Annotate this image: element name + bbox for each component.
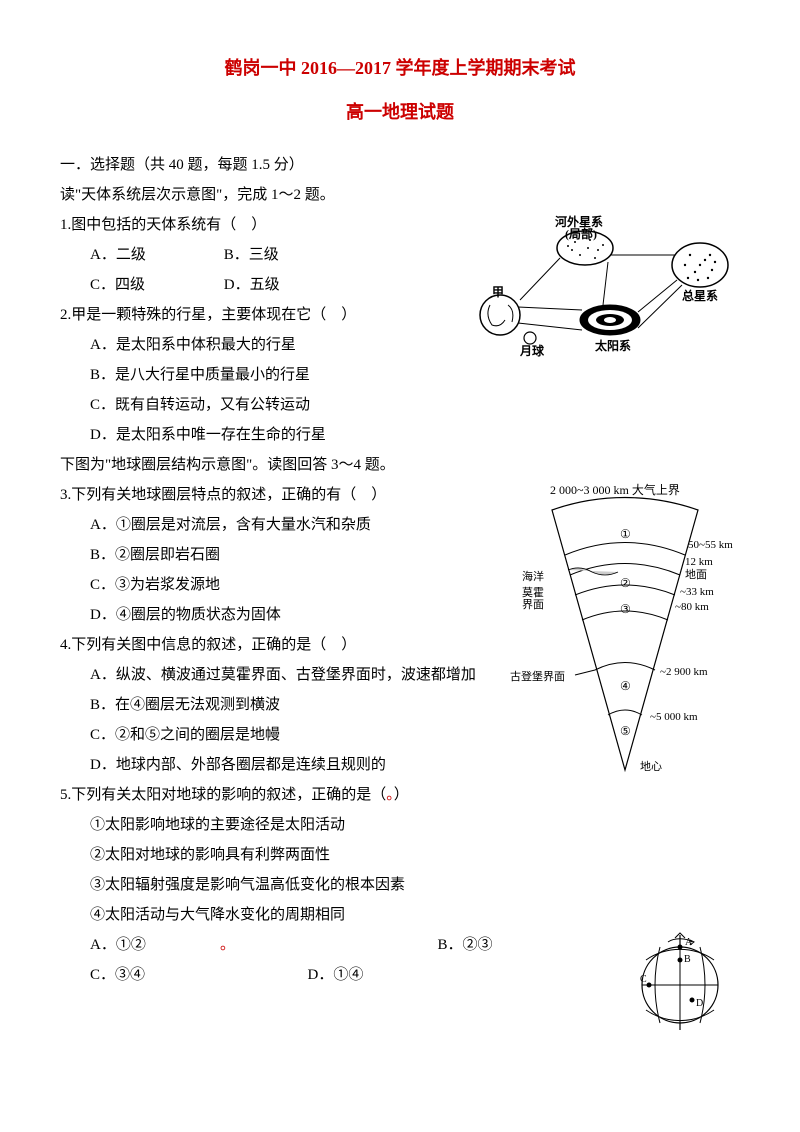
fig2-l5: ⑤ (620, 724, 631, 738)
fig2-core: 地心 (640, 760, 662, 773)
q1-options-2: C．四级 D．五级 (60, 270, 460, 300)
fig2-d12: 12 km (685, 556, 713, 568)
q4-opt-c: C．②和⑤之间的圈层是地幔 (60, 720, 510, 750)
q4-stem: 4.下列有关图中信息的叙述，正确的是（ ） (60, 630, 510, 660)
q5-opt-d: D．①④ (308, 960, 438, 990)
fig2-dmian: 地面 (685, 568, 707, 581)
block-q3-q4: 3.下列有关地球圈层特点的叙述，正确的有（ ） A．①圈层是对流层，含有大量水汽… (60, 480, 740, 780)
fig1-label-moon: 月球 (519, 343, 545, 358)
fig1-label-solar: 太阳系 (595, 338, 631, 353)
q2-stem: 2.甲是一颗特殊的行星，主要体现在它（ ） (60, 300, 460, 330)
q1-stem: 1.图中包括的天体系统有（ ） (60, 210, 460, 240)
q4-opt-a: A．纵波、横波通过莫霍界面、古登堡界面时，波速都增加 (60, 660, 510, 690)
svg-text:B: B (684, 954, 691, 965)
q5-l4: ④太阳活动与大气降水变化的周期相同 (60, 900, 740, 930)
q3-opt-d: D．④圈层的物质状态为固体 (60, 600, 510, 630)
fig2-l1: ① (620, 527, 631, 541)
fig2-d5000: ~5 000 km (650, 711, 698, 723)
fig2-l3: ③ (620, 602, 631, 616)
q3-stem: 3.下列有关地球圈层特点的叙述，正确的有（ ） (60, 480, 510, 510)
svg-text:D: D (696, 998, 703, 1009)
svg-text:A: A (685, 937, 693, 948)
q2-opt-c: C．既有自转运动，又有公转运动 (60, 390, 740, 420)
fig1-label-total-system: 总星系 (682, 288, 718, 303)
fig2-d33: ~33 km (680, 586, 714, 598)
intro-q3-4: 下图为"地球圈层结构示意图"。读图回答 3～4 题。 (60, 450, 740, 480)
q5-stem-end: ） (394, 787, 409, 803)
q4-opt-b: B．在④圈层无法观测到横波 (60, 690, 510, 720)
q1-options: A．二级 B．三级 (60, 240, 460, 270)
fig2-l4: ④ (620, 679, 631, 693)
q5-opt-a: A．①②。 (90, 930, 350, 960)
figure-earth-layers: 2 000~3 000 km 大气上界 ① ② ③ ④ ⑤ 海洋 莫霍 界面 古… (510, 480, 740, 780)
q5-red-dot: 。 (386, 787, 394, 803)
q4-opt-d: D．地球内部、外部各圈层都是连续且规则的 (60, 750, 510, 780)
figure-celestial-system: 河外星系 (局部) 总星系 太阳系 甲 月球 (460, 210, 740, 360)
fig2-label-top: 2 000~3 000 km 大气上界 (550, 482, 680, 497)
sub-title: 高一地理试题 (60, 94, 740, 130)
q2-opt-a: A．是太阳系中体积最大的行星 (60, 330, 460, 360)
q5-options-row: A．①②。 B．②③ C．③④ D．①④ A B C (60, 930, 740, 1030)
q5-stem: 5.下列有关太阳对地球的影响的叙述，正确的是（。） (60, 780, 740, 810)
q1-opt-c: C．四级 (90, 270, 220, 300)
main-title: 鹤岗一中 2016—2017 学年度上学期期末考试 (60, 50, 740, 86)
q3-opt-a: A．①圈层是对流层，含有大量水汽和杂质 (60, 510, 510, 540)
q5-opt-b: B．②③ (438, 930, 568, 960)
q2-opt-d: D．是太阳系中唯一存在生命的行星 (60, 420, 740, 450)
intro-q1-2: 读"天体系统层次示意图"，完成 1～2 题。 (60, 180, 740, 210)
fig2-ocean: 海洋 (522, 569, 544, 583)
q5-stem-text: 5.下列有关太阳对地球的影响的叙述，正确的是（ (60, 787, 386, 803)
fig2-l2: ② (620, 576, 631, 590)
q5-opt-c: C．③④ (90, 960, 220, 990)
fig2-d50: 50~55 km (688, 539, 733, 551)
svg-text:C: C (640, 974, 647, 985)
q1-opt-a: A．二级 (90, 240, 220, 270)
q3-opt-b: B．②圈层即岩石圈 (60, 540, 510, 570)
q1-opt-b: B．三级 (224, 240, 354, 270)
q5-l2: ②太阳对地球的影响具有利弊两面性 (60, 840, 740, 870)
q2-opt-b: B．是八大行星中质量最小的行星 (60, 360, 740, 390)
fig2-gudb: 古登堡界面 (510, 669, 565, 683)
q5-l1: ①太阳影响地球的主要途径是太阳活动 (60, 810, 740, 840)
svg-text:(局部): (局部) (565, 226, 597, 241)
fig2-d2900: ~2 900 km (660, 666, 708, 678)
figure-globe: A B C D (620, 930, 740, 1030)
fig2-moho1: 莫霍 (522, 586, 544, 599)
fig2-moho2: 界面 (522, 598, 544, 611)
q3-opt-c: C．③为岩浆发源地 (60, 570, 510, 600)
section-heading: 一．选择题（共 40 题，每题 1.5 分） (60, 150, 740, 180)
fig2-d80: ~80 km (675, 601, 709, 613)
q5-l3: ③太阳辐射强度是影响气温高低变化的根本因素 (60, 870, 740, 900)
q1-opt-d: D．五级 (224, 270, 354, 300)
fig1-label-jia: 甲 (492, 285, 504, 299)
block-q1-q2: 1.图中包括的天体系统有（ ） A．二级 B．三级 C．四级 D．五级 2.甲是… (60, 210, 740, 360)
